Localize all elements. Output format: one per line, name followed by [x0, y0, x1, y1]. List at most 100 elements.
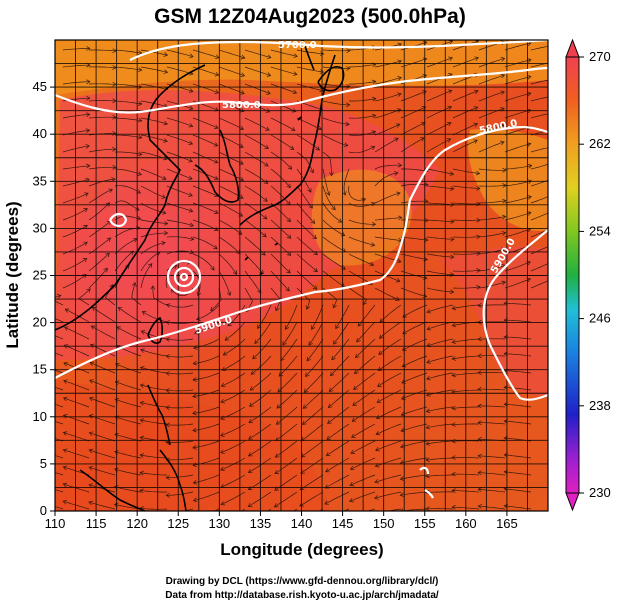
x-tick-label: 165	[496, 516, 518, 531]
streamline	[88, 202, 110, 221]
streamline-arrowhead	[193, 330, 199, 335]
x-tick-label: 150	[373, 516, 395, 531]
streamline-arrowhead	[377, 382, 382, 387]
streamline-arrowhead	[165, 337, 170, 342]
streamline-arrowhead	[112, 131, 117, 136]
streamline-arrowhead	[355, 353, 360, 359]
colorbar-tick-label: 254	[589, 223, 611, 238]
streamline-arrowhead	[141, 311, 147, 316]
streamline-arrowhead	[112, 48, 117, 54]
streamline	[530, 147, 548, 153]
streamline-arrowhead	[324, 484, 330, 489]
streamline	[530, 196, 548, 204]
streamline-arrowhead	[447, 122, 452, 127]
streamline-arrowhead	[82, 274, 87, 279]
streamline-arrowhead	[62, 499, 68, 505]
streamline-arrowhead	[165, 320, 171, 325]
streamline	[55, 352, 64, 357]
streamline	[348, 219, 376, 225]
streamline-arrowhead	[224, 336, 230, 341]
streamline-arrowhead	[393, 171, 399, 176]
streamline	[218, 151, 244, 165]
streamline	[401, 406, 428, 416]
streamline	[348, 253, 374, 266]
streamline	[349, 98, 376, 102]
streamline	[140, 384, 168, 391]
streamline	[166, 168, 193, 180]
streamline	[504, 261, 531, 272]
streamline	[374, 491, 402, 499]
streamline-arrowhead	[451, 438, 456, 444]
streamline-arrowhead	[477, 470, 482, 476]
streamline	[322, 168, 330, 196]
x-tick-label: 160	[455, 516, 477, 531]
streamline	[218, 202, 243, 217]
streamline-arrowhead	[424, 182, 429, 187]
contour-label-5800-west: 5800.0	[222, 100, 261, 111]
streamline	[374, 108, 401, 119]
streamline-arrowhead	[284, 325, 290, 330]
streamline-arrowhead	[308, 341, 313, 346]
streamline-arrowhead	[350, 449, 356, 454]
streamline-arrowhead	[192, 377, 197, 382]
streamline-arrowhead	[37, 398, 41, 402]
streamline	[88, 220, 112, 238]
streamline	[305, 355, 324, 377]
streamline	[221, 372, 246, 387]
y-tick-label: 10	[33, 409, 47, 424]
streamline	[400, 168, 428, 172]
contour-5900-east	[409, 125, 548, 201]
streamline-arrowhead	[248, 418, 254, 423]
streamline-arrowhead	[266, 72, 272, 77]
streamline	[530, 229, 548, 238]
streamline	[244, 185, 268, 202]
streamline-arrowhead	[474, 56, 479, 61]
streamline	[296, 134, 320, 151]
streamline	[322, 185, 336, 211]
streamline	[249, 389, 272, 407]
streamline	[400, 270, 427, 279]
colorbar-tick-label: 270	[589, 49, 611, 64]
streamline-arrowhead	[247, 469, 253, 474]
streamline-arrowhead	[240, 90, 245, 95]
streamline	[426, 355, 454, 363]
wind-streamlines	[37, 40, 558, 511]
streamline	[244, 168, 269, 184]
streamline-arrowhead	[346, 84, 351, 89]
streamline-arrowhead	[114, 380, 120, 386]
streamline-arrowhead	[422, 57, 428, 62]
streamline-arrowhead	[450, 219, 455, 224]
streamline	[401, 389, 428, 400]
streamline	[375, 423, 402, 435]
streamline	[504, 42, 532, 51]
streamline-arrowhead	[62, 482, 68, 488]
streamline	[192, 202, 219, 214]
streamline-arrowhead	[451, 389, 456, 394]
streamline-arrowhead	[374, 479, 380, 484]
streamline	[62, 192, 89, 204]
streamline	[140, 437, 168, 442]
streamline	[452, 185, 480, 189]
streamline-arrowhead	[361, 197, 367, 203]
streamline-arrowhead	[38, 346, 42, 350]
streamline	[218, 66, 245, 77]
streamline	[276, 389, 298, 409]
streamline	[426, 372, 454, 380]
streamline-arrowhead	[163, 52, 169, 57]
streamline	[504, 228, 531, 238]
streamline	[192, 440, 220, 449]
streamline	[296, 219, 317, 239]
streamline	[504, 488, 532, 493]
streamline	[374, 217, 402, 221]
streamline	[89, 397, 116, 408]
warm-core	[65, 160, 305, 380]
streamline	[55, 438, 64, 442]
streamline	[224, 321, 246, 341]
streamline	[115, 151, 142, 155]
streamline-arrowhead	[85, 112, 91, 117]
streamline-arrowhead	[370, 201, 376, 207]
streamline	[296, 202, 315, 224]
streamline	[62, 178, 90, 187]
streamline-arrowhead	[371, 79, 377, 85]
streamline-arrowhead	[554, 60, 558, 64]
